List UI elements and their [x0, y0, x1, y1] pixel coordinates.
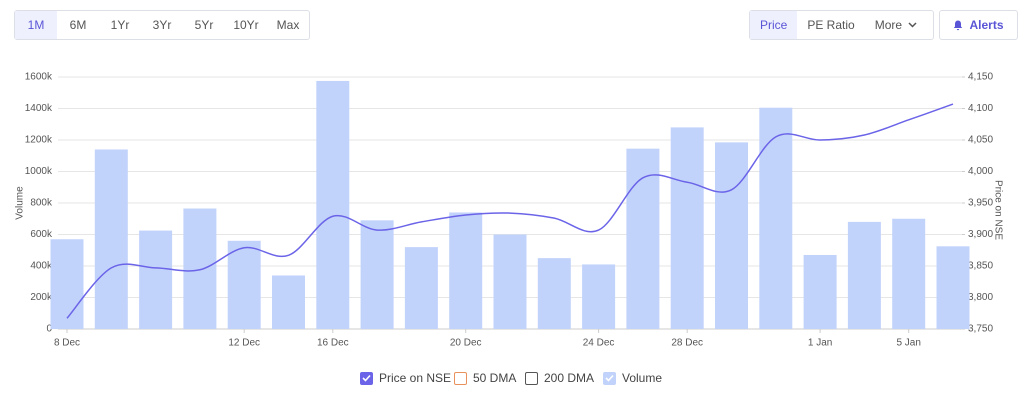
- volume-bar: [404, 247, 438, 329]
- legend-checkbox[interactable]: [360, 371, 373, 385]
- legend-item[interactable]: Price on NSE: [360, 371, 451, 385]
- volume-bar: [183, 208, 217, 329]
- y-tick-label: 200k: [30, 292, 53, 303]
- view-tab[interactable]: PE Ratio: [807, 18, 855, 32]
- y-tick-label: 1000k: [25, 166, 53, 177]
- legend-checkbox[interactable]: [603, 371, 616, 385]
- legend-checkbox[interactable]: [454, 371, 467, 385]
- volume-bar: [272, 275, 305, 329]
- y2-axis-title: Price on NSE: [992, 180, 1003, 240]
- legend-item[interactable]: 50 DMA: [454, 371, 516, 385]
- x-tick-label: 12 Dec: [228, 338, 260, 349]
- alerts-label: Alerts: [969, 18, 1004, 32]
- x-tick-label: 28 Dec: [671, 338, 703, 349]
- volume-bar: [493, 234, 527, 329]
- volume-bar: [803, 254, 837, 329]
- y-axis-title: Volume: [15, 186, 26, 220]
- chart: Volume Price on NSE 0 200k 400k 600k 800k 100…: [15, 72, 1004, 349]
- volume-bar: [670, 127, 704, 330]
- volume-bar: [449, 212, 483, 329]
- view-tabs: Price PE Ratio More: [749, 10, 934, 40]
- volume-bar: [626, 148, 660, 329]
- y-tick-label: 0: [46, 324, 52, 335]
- view-tab[interactable]: Price: [750, 11, 798, 39]
- volume-bar: [360, 220, 394, 329]
- x-tick-label: 20 Dec: [450, 338, 482, 349]
- view-tab[interactable]: More: [865, 11, 927, 39]
- y2-tick-label: 3,800: [968, 292, 993, 303]
- x-tick-label: 16 Dec: [317, 338, 349, 349]
- x-tick-label: 8 Dec: [54, 338, 80, 349]
- volume-bar: [847, 221, 881, 329]
- legend-checkbox[interactable]: [525, 371, 538, 385]
- legend-label: 200 DMA: [544, 371, 595, 385]
- period-tab[interactable]: 10Yr: [233, 18, 259, 32]
- volume-bar: [537, 258, 571, 329]
- check-mark: [362, 374, 371, 382]
- y2-tick-label: 3,750: [968, 324, 993, 335]
- x-tick-label: 5 Jan: [896, 338, 920, 349]
- volume-bar: [759, 107, 793, 330]
- period-tab[interactable]: Max: [276, 18, 300, 32]
- volume-bar: [892, 218, 926, 329]
- y-tick-label: 800k: [30, 198, 53, 209]
- legend-item[interactable]: Volume: [603, 371, 662, 385]
- legend-label: Price on NSE: [379, 371, 452, 385]
- volume-bar: [227, 240, 261, 329]
- y2-tick-label: 4,100: [968, 103, 993, 114]
- y-tick-label: 1600k: [25, 72, 53, 83]
- legend-item[interactable]: 200 DMA: [525, 371, 594, 385]
- period-tab[interactable]: 3Yr: [152, 18, 172, 32]
- check-mark: [605, 374, 614, 382]
- legend-label: Volume: [622, 371, 663, 385]
- period-tab[interactable]: 5Yr: [194, 18, 214, 32]
- volume-bar: [50, 239, 84, 329]
- y-tick-label: 600k: [30, 229, 53, 240]
- volume-bar: [139, 230, 173, 329]
- price-line: [66, 103, 954, 319]
- y2-tick-label: 3,950: [968, 198, 993, 209]
- volume-bar: [94, 149, 128, 329]
- bell-icon: [954, 20, 963, 30]
- y2-tick-label: 4,050: [968, 135, 993, 146]
- x-tick-label: 24 Dec: [583, 338, 615, 349]
- y-tick-label: 1200k: [25, 135, 53, 146]
- y-tick-label: 1400k: [25, 103, 53, 114]
- alerts-button[interactable]: Alerts: [939, 10, 1018, 40]
- volume-bar: [715, 142, 748, 329]
- y2-tick-label: 4,150: [968, 72, 993, 83]
- y-tick-label: 400k: [30, 261, 53, 272]
- legend-label: 50 DMA: [473, 371, 517, 385]
- chevron: [908, 22, 917, 28]
- period-tab[interactable]: 6M: [69, 18, 87, 32]
- volume-bar: [582, 264, 616, 329]
- y2-tick-label: 3,850: [968, 261, 993, 272]
- volume-bar: [936, 246, 970, 329]
- period-tab[interactable]: 1M: [15, 11, 57, 39]
- period-tabs: 1M 6M 1Yr 3Yr 5Yr 10Yr Max: [14, 10, 310, 40]
- x-tick-label: 1 Jan: [808, 338, 832, 349]
- period-tab[interactable]: 1Yr: [110, 18, 130, 32]
- y2-tick-label: 3,900: [968, 229, 993, 240]
- y2-tick-label: 4,000: [968, 166, 993, 177]
- volume-bar: [316, 80, 350, 329]
